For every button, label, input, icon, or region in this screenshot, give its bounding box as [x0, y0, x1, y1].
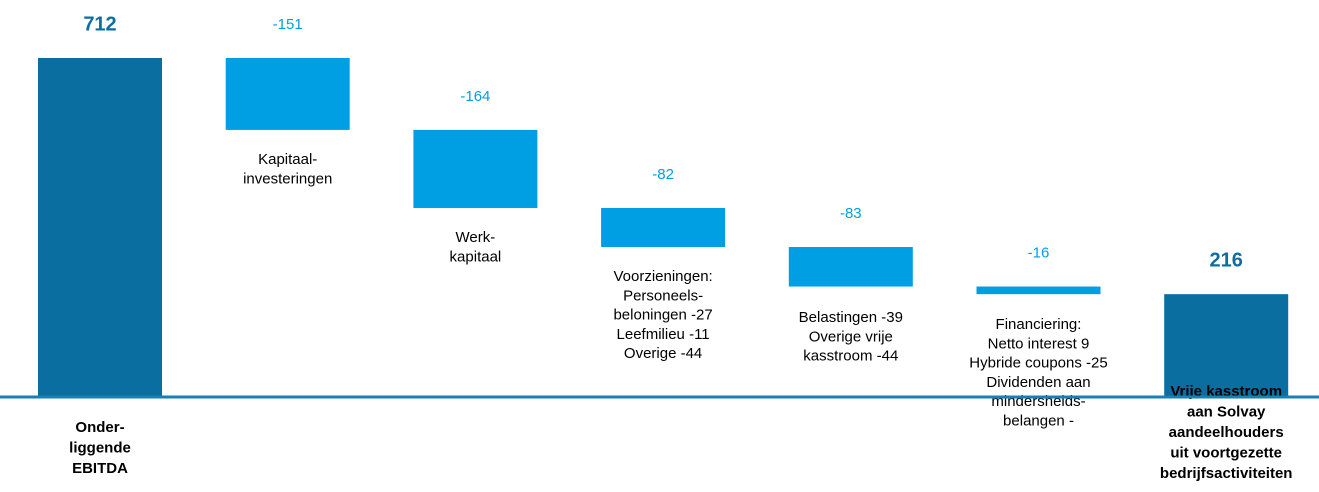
category-label: Kapitaal- [258, 151, 317, 168]
value-label: 216 [1210, 249, 1243, 271]
category-label: aandeelhouders [1169, 424, 1284, 441]
delta-bar [225, 58, 350, 130]
delta-bar [413, 129, 538, 208]
category-label: investeringen [243, 170, 332, 187]
category-label: Netto interest 9 [988, 335, 1090, 352]
delta-bar [788, 247, 913, 287]
category-label: uit voortgezette [1170, 444, 1282, 461]
total-bar [1164, 294, 1289, 397]
category-label: Werk- [456, 229, 496, 246]
category-label: beloningen -27 [613, 307, 712, 324]
category-label: Dividenden aan [986, 374, 1090, 391]
value-label: -82 [652, 166, 674, 183]
category-label: EBITDA [72, 460, 128, 477]
category-label: Hybride coupons -25 [969, 355, 1107, 372]
value-label: 712 [83, 13, 116, 35]
category-label: aan Solvay [1187, 403, 1266, 420]
delta-bar [976, 286, 1101, 295]
category-label: kasstroom -44 [803, 348, 898, 365]
category-label: Voorzieningen: [613, 268, 712, 285]
value-label: -151 [273, 16, 303, 33]
total-bar [38, 58, 162, 397]
category-label: Overige vrije [809, 328, 893, 345]
value-label: -83 [840, 205, 862, 222]
delta-bar [601, 207, 726, 248]
value-label: -164 [460, 88, 490, 105]
category-label: Overige -44 [624, 345, 702, 362]
category-label: Personeels- [623, 287, 703, 304]
value-label: -16 [1028, 245, 1050, 262]
category-label: belangen - [1003, 412, 1074, 429]
category-label: bedrijfsactiviteiten [1160, 465, 1293, 482]
category-label: Belastingen -39 [799, 309, 903, 326]
category-label: kapitaal [450, 248, 502, 265]
category-label: Onder- [75, 419, 124, 436]
category-label: Leefmilieu -11 [617, 326, 710, 343]
category-label: liggende [69, 439, 131, 456]
category-label: Financiering: [996, 316, 1082, 333]
